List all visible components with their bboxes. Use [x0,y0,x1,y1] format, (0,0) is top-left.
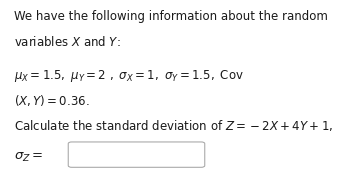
Text: Calculate the standard deviation of $Z = -2X + 4Y + 1,$: Calculate the standard deviation of $Z =… [14,118,333,133]
Text: $\mu_X = 1.5,\ \mu_Y = 2\ ,\ \sigma_X = 1,\ \sigma_Y = 1.5,\ \mathrm{Cov}$: $\mu_X = 1.5,\ \mu_Y = 2\ ,\ \sigma_X = … [14,68,244,84]
Text: We have the following information about the random: We have the following information about … [14,10,328,23]
Text: variables $\mathit{X}$ and $\mathit{Y}$:: variables $\mathit{X}$ and $\mathit{Y}$: [14,35,121,50]
FancyBboxPatch shape [68,142,205,167]
Text: $(X, Y) = 0.36.$: $(X, Y) = 0.36.$ [14,93,90,108]
Text: $\sigma_Z =$: $\sigma_Z =$ [14,150,43,164]
